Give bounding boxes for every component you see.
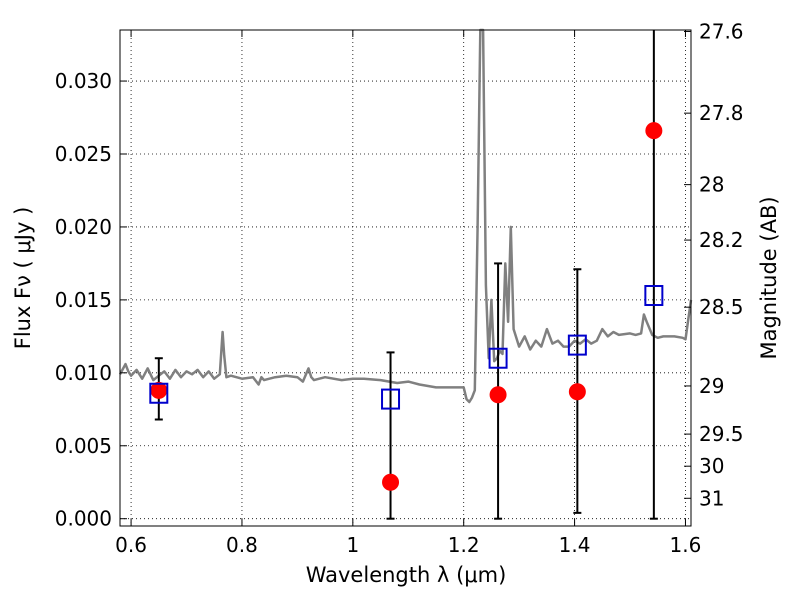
error-bar-layer [154, 30, 658, 520]
y2-tick-label: 28.5 [699, 295, 744, 319]
tick-layer: 0.6 0.8 1 1.2 1.4 1.6 0.000 0.005 0.010 0.015 0.02… [55, 19, 744, 557]
y-axis-label: Flux Fν ( μJy ) [11, 207, 35, 350]
x-tick-label: 1.6 [670, 533, 702, 557]
y-tick-label: 0.030 [55, 69, 112, 93]
model-point [381, 388, 401, 410]
plot-frame [119, 29, 692, 527]
model-point [488, 347, 508, 369]
photometry-point [382, 473, 400, 491]
y2-tick-label: 31 [699, 486, 724, 510]
photometry-point [489, 386, 507, 404]
spectrum-layer [118, 28, 693, 404]
y2-tick-label: 29.5 [699, 422, 744, 446]
model-point [149, 382, 169, 404]
grid-lines [120, 30, 691, 526]
photometry-point [568, 383, 586, 401]
model-point [644, 285, 664, 307]
y2-tick-label: 27.6 [699, 19, 744, 43]
y2-tick-label: 29 [699, 374, 724, 398]
x-axis-label: Wavelength λ (μm) [306, 563, 507, 587]
y-tick-label: 0.025 [55, 142, 112, 166]
marker-layer [149, 122, 664, 491]
y-tick-label: 0.005 [55, 434, 112, 458]
x-tick-label: 1 [346, 533, 359, 557]
y2-tick-label: 27.8 [699, 101, 744, 125]
y-tick-label: 0.010 [55, 361, 112, 385]
y-tick-label: 0.015 [55, 288, 112, 312]
y2-tick-label: 28.2 [699, 228, 744, 252]
x-tick-label: 1.2 [448, 533, 480, 557]
x-tick-label: 0.6 [115, 533, 147, 557]
y-tick-label: 0.000 [55, 507, 112, 531]
y2-tick-label: 30 [699, 454, 724, 478]
spectrum-line [118, 28, 693, 404]
x-tick-label: 0.8 [226, 533, 258, 557]
model-point [567, 334, 587, 356]
y-tick-label: 0.020 [55, 215, 112, 239]
x-tick-label: 1.4 [559, 533, 591, 557]
y2-tick-label: 28 [699, 173, 724, 197]
photometry-point [645, 122, 663, 140]
y2-axis-label: Magnitude (AB) [757, 196, 781, 359]
